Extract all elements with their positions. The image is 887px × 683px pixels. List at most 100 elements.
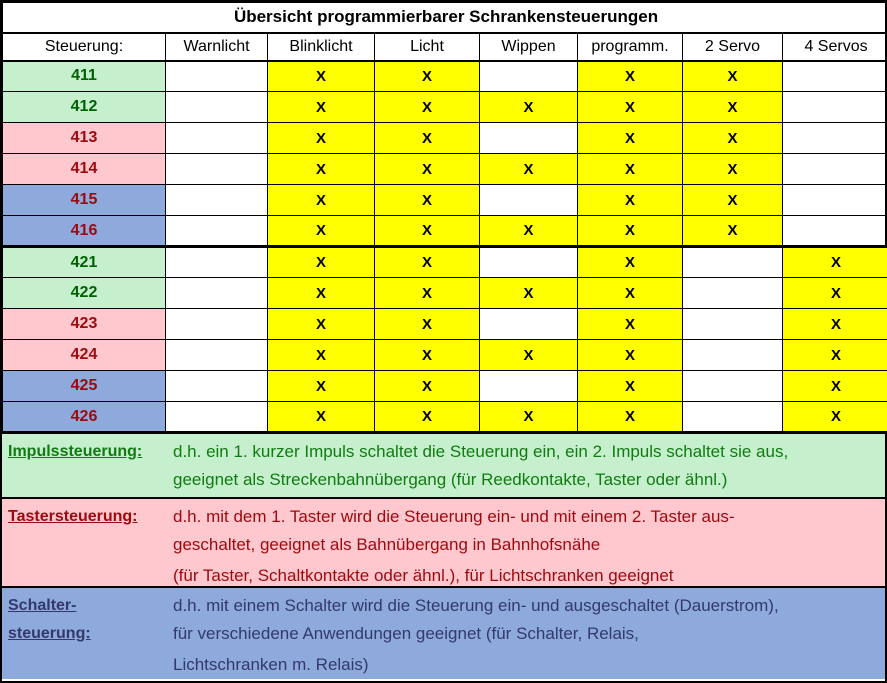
row-header-414: 414 — [2, 153, 166, 185]
row-header-415: 415 — [2, 184, 166, 216]
mark-cell: X — [479, 277, 578, 309]
empty-cell — [781, 91, 887, 123]
mark-cell: X — [267, 401, 375, 434]
mark-cell: X — [267, 308, 375, 340]
column-header-0: Steuerung: — [2, 32, 166, 62]
column-header-6: 2 Servo — [682, 32, 783, 62]
empty-cell — [165, 277, 268, 309]
empty-cell — [165, 91, 268, 123]
mark-cell: X — [682, 60, 783, 92]
legend-text-line: d.h. mit einem Schalter wird die Steueru… — [173, 596, 779, 615]
mark-cell: X — [479, 339, 578, 371]
row-header-424: 424 — [2, 339, 166, 371]
row-header-426: 426 — [2, 401, 166, 434]
mark-cell: X — [374, 184, 480, 216]
mark-cell: X — [577, 91, 683, 123]
mark-cell: X — [781, 401, 887, 434]
mark-cell: X — [374, 308, 480, 340]
row-header-422: 422 — [2, 277, 166, 309]
column-header-5: programm. — [577, 32, 683, 62]
row-header-411: 411 — [2, 60, 166, 92]
table-row-421: 421 X X X X — [2, 246, 887, 278]
column-header-7: 4 Servos — [781, 32, 887, 62]
mark-cell: X — [682, 91, 783, 123]
empty-cell — [479, 308, 578, 340]
legend-label-line: Tastersteuerung: — [8, 508, 138, 525]
empty-cell — [781, 184, 887, 216]
mark-cell: X — [682, 153, 783, 185]
mark-cell: X — [374, 122, 480, 154]
mark-cell: X — [781, 308, 887, 340]
column-header-4: Wippen — [479, 32, 578, 62]
legend-text-line: Lichtschranken m. Relais) — [173, 655, 369, 674]
mark-cell: X — [577, 153, 683, 185]
mark-cell: X — [267, 370, 375, 402]
legend-label-line: steuerung: — [8, 625, 91, 642]
empty-cell — [682, 308, 783, 340]
column-header-3: Licht — [374, 32, 480, 62]
mark-cell: X — [374, 401, 480, 434]
legend-text-line: geeignet als Streckenbahnübergang (für R… — [173, 470, 728, 489]
mark-cell: X — [374, 60, 480, 92]
legend-label-taster: Tastersteuerung: — [2, 499, 165, 586]
empty-cell — [781, 60, 887, 92]
mark-cell: X — [682, 122, 783, 154]
mark-cell: X — [374, 339, 480, 371]
schranken-table: Übersicht programmierbarer Schrankensteu… — [1, 2, 887, 434]
legend-section-taster: Tastersteuerung: d.h. mit dem 1. Taster w… — [2, 497, 885, 586]
mark-cell: X — [577, 339, 683, 371]
mark-cell: X — [374, 277, 480, 309]
legend-label-schalter: Schalter-steuerung: — [2, 588, 165, 679]
mark-cell: X — [479, 215, 578, 248]
table-row-411: 411 X X X X — [2, 60, 887, 92]
mark-cell: X — [577, 401, 683, 434]
empty-cell — [479, 122, 578, 154]
mark-cell: X — [577, 308, 683, 340]
empty-cell — [165, 339, 268, 371]
legend: Impulssteuerung: d.h. ein 1. kurzer Impul… — [2, 434, 885, 679]
mark-cell: X — [267, 60, 375, 92]
mark-cell: X — [577, 215, 683, 248]
empty-cell — [165, 215, 268, 248]
mark-cell: X — [577, 277, 683, 309]
mark-cell: X — [267, 215, 375, 248]
empty-cell — [165, 308, 268, 340]
empty-cell — [165, 153, 268, 185]
empty-cell — [479, 370, 578, 402]
mark-cell: X — [781, 277, 887, 309]
empty-cell — [682, 370, 783, 402]
table-row-423: 423 X X X X — [2, 308, 887, 340]
empty-cell — [165, 401, 268, 434]
mark-cell: X — [267, 246, 375, 278]
mark-cell: X — [781, 370, 887, 402]
header-row: Steuerung: Warnlicht Blinklicht Licht Wippen… — [2, 32, 887, 62]
empty-cell — [479, 60, 578, 92]
mark-cell: X — [267, 339, 375, 371]
empty-cell — [682, 246, 783, 278]
empty-cell — [682, 277, 783, 309]
empty-cell — [165, 370, 268, 402]
legend-label-impuls: Impulssteuerung: — [2, 434, 165, 497]
mark-cell: X — [682, 215, 783, 248]
legend-text-line: für verschiedene Anwendungen geeignet (f… — [173, 624, 639, 643]
empty-cell — [479, 184, 578, 216]
table-row-425: 425 X X X X — [2, 370, 887, 402]
table-row-412: 412 X X X X X — [2, 91, 887, 123]
empty-cell — [165, 246, 268, 278]
empty-cell — [165, 184, 268, 216]
mark-cell: X — [267, 91, 375, 123]
table-row-415: 415 X X X X — [2, 184, 887, 216]
legend-text-line: d.h. mit dem 1. Taster wird die Steuerun… — [173, 507, 735, 526]
mark-cell: X — [577, 246, 683, 278]
mark-cell: X — [374, 246, 480, 278]
table-body: 411 X X X X 412 X X X X X 413 X X X X 414 X X X X X 415 X X X X 416… — [2, 60, 887, 434]
table-row-416: 416 X X X X X — [2, 215, 887, 248]
table-row-426: 426 X X X X X — [2, 401, 887, 434]
legend-text-line: geschaltet, geeignet als Bahnübergang in… — [173, 535, 601, 554]
page-title: Übersicht programmierbarer Schrankensteu… — [1, 2, 887, 34]
mark-cell: X — [577, 184, 683, 216]
table-row-414: 414 X X X X X — [2, 153, 887, 185]
mark-cell: X — [374, 215, 480, 248]
column-header-2: Blinklicht — [267, 32, 375, 62]
empty-cell — [781, 153, 887, 185]
